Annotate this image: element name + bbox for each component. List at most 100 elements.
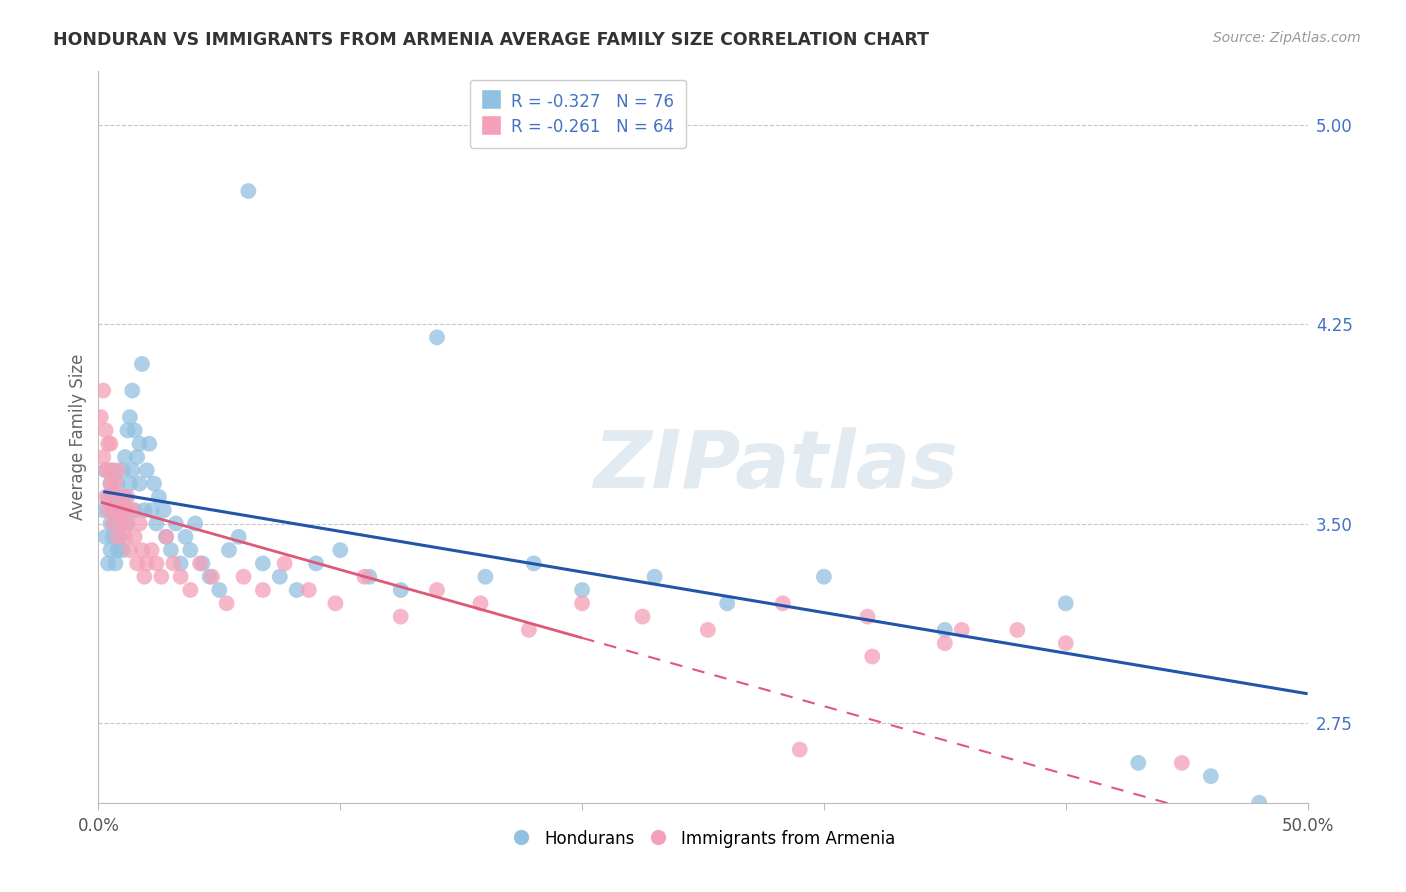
Point (523, 557, 546, 571)
Point (104, 503, 127, 517)
Point (135, 557, 157, 571)
Point (1171, 756, 1194, 770)
Point (571, 596, 593, 610)
Point (188, 557, 211, 571)
Point (191, 557, 214, 571)
Point (107, 530, 129, 544)
Point (238, 184, 260, 198)
Point (273, 557, 295, 571)
Point (143, 476, 166, 491)
Point (201, 570, 224, 584)
Point (97, 557, 120, 571)
Point (169, 557, 191, 571)
Point (155, 530, 177, 544)
Point (1054, 636, 1077, 650)
Point (114, 450, 136, 464)
Point (426, 330, 449, 344)
Point (145, 516, 167, 531)
Point (108, 503, 131, 517)
Point (269, 570, 291, 584)
Point (107, 543, 129, 558)
Point (152, 503, 174, 517)
Point (124, 424, 146, 438)
Point (94, 463, 117, 477)
Point (91, 503, 114, 517)
Point (772, 596, 794, 610)
Point (813, 570, 835, 584)
Point (208, 582, 231, 597)
Point (107, 463, 129, 477)
Point (121, 384, 143, 398)
Point (94, 490, 117, 504)
Point (100, 516, 122, 531)
Point (117, 490, 139, 504)
Point (134, 570, 156, 584)
Point (305, 557, 328, 571)
Point (860, 649, 883, 664)
Point (389, 609, 412, 624)
Point (571, 582, 593, 597)
Point (716, 596, 738, 610)
Point (155, 530, 177, 544)
Point (111, 543, 134, 558)
Point (128, 436, 150, 450)
Point (135, 463, 157, 477)
Point (934, 623, 956, 637)
Point (104, 490, 127, 504)
Point (426, 582, 449, 597)
Point (179, 582, 201, 597)
Point (114, 490, 136, 504)
Point (389, 582, 412, 597)
Point (101, 463, 124, 477)
Point (104, 516, 127, 531)
Point (100, 436, 122, 450)
Text: ZIPatlas: ZIPatlas (593, 427, 957, 506)
Point (90, 410, 112, 425)
Point (474, 570, 496, 584)
Point (101, 503, 124, 517)
Point (470, 596, 492, 610)
Point (179, 543, 201, 558)
Point (114, 530, 136, 544)
Point (91, 450, 114, 464)
Point (111, 503, 134, 517)
Point (100, 476, 122, 491)
Point (121, 463, 143, 477)
Point (114, 503, 136, 517)
Point (218, 543, 240, 558)
Point (128, 516, 150, 531)
Point (118, 543, 141, 558)
Point (138, 436, 160, 450)
Point (94, 530, 117, 544)
Point (789, 742, 811, 756)
Point (97, 490, 120, 504)
Point (174, 530, 197, 544)
Y-axis label: Average Family Size: Average Family Size (69, 354, 87, 520)
Point (160, 543, 183, 558)
Point (118, 476, 141, 491)
Point (198, 570, 221, 584)
Point (124, 503, 146, 517)
Point (285, 582, 308, 597)
Point (117, 516, 139, 531)
Point (117, 516, 139, 531)
Point (1199, 769, 1222, 783)
Point (94, 424, 117, 438)
Point (100, 543, 122, 558)
Point (101, 490, 124, 504)
Point (325, 596, 347, 610)
Point (1007, 623, 1029, 637)
Point (631, 609, 654, 624)
Point (1296, 804, 1319, 818)
Point (111, 516, 134, 531)
Point (97, 503, 120, 517)
Point (131, 543, 153, 558)
Point (118, 410, 141, 425)
Point (215, 596, 238, 610)
Point (856, 609, 879, 624)
Point (298, 582, 321, 597)
Point (1054, 596, 1077, 610)
Point (162, 557, 184, 571)
Point (97, 436, 120, 450)
Point (128, 476, 150, 491)
